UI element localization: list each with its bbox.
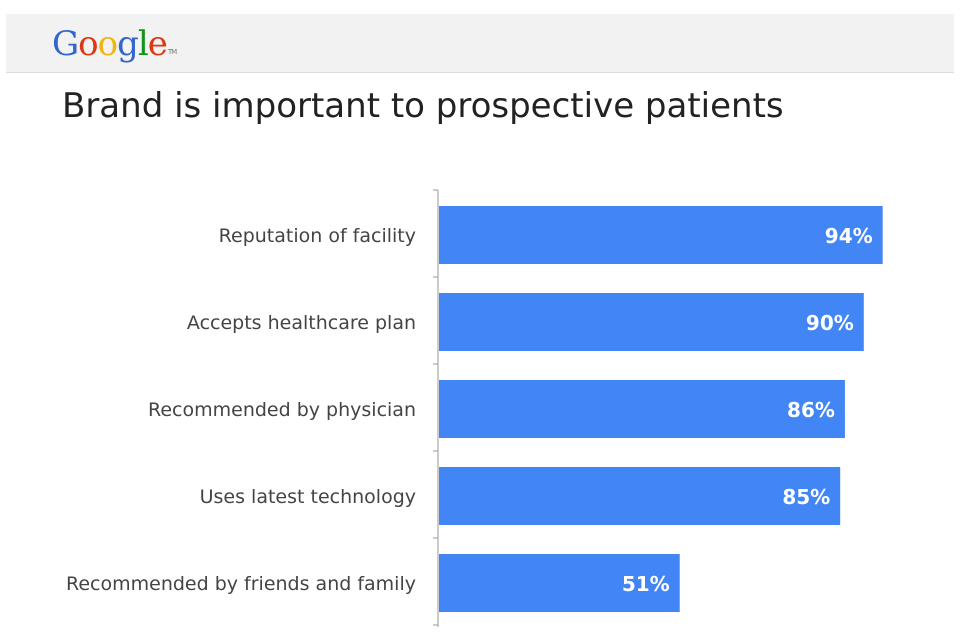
bar [439, 554, 680, 612]
logo-letter: g [117, 24, 139, 64]
category-label: Uses latest technology [200, 486, 416, 508]
category-label: Recommended by physician [148, 399, 416, 421]
logo-letter: e [147, 24, 168, 64]
bar [439, 380, 845, 438]
bar [439, 467, 841, 525]
value-label: 86% [787, 398, 835, 422]
category-label: Accepts healthcare plan [187, 312, 416, 334]
logo-letter: G [52, 24, 79, 64]
value-label: 51% [622, 572, 670, 596]
logo-letter: o [97, 24, 119, 64]
page-title: Brand is important to prospective patien… [62, 86, 784, 126]
value-label: 85% [782, 485, 830, 509]
logo-letter: l [137, 24, 149, 64]
header-bar: GoogleTM [6, 14, 954, 73]
value-label: 94% [825, 224, 873, 248]
value-label: 90% [806, 311, 854, 335]
bar [439, 206, 883, 264]
logo-wordmark: Google [52, 24, 168, 64]
category-label: Recommended by friends and family [66, 573, 416, 595]
logo-trademark: TM [167, 48, 177, 56]
category-label: Reputation of facility [219, 225, 416, 247]
bar [439, 293, 864, 351]
logo-letter: o [78, 24, 99, 64]
google-logo: GoogleTM [52, 24, 177, 64]
